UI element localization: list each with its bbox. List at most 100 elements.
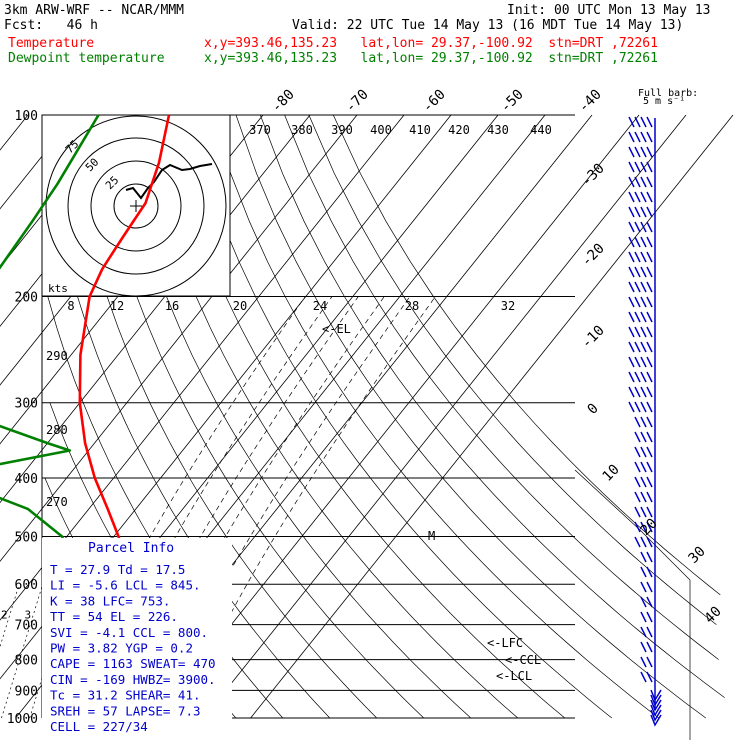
wind-barb-flag <box>640 386 647 398</box>
wind-barb-flag <box>640 551 647 563</box>
isotherm-side-label: -10 <box>579 323 608 352</box>
theta-label: 380 <box>291 123 313 137</box>
wind-barb-flag <box>646 356 653 368</box>
wind-barb-flag <box>628 386 635 398</box>
wind-barb-flag <box>646 176 653 188</box>
wind-barb-flag <box>640 401 647 413</box>
wind-barb-flag <box>646 206 653 218</box>
wind-barb-flag <box>646 386 653 398</box>
parcel-info-box: Parcel Info T = 27.9 Td = 17.5LI = -5.6 L… <box>42 538 232 734</box>
wind-barb-flag <box>628 146 635 158</box>
wind-barb-flag <box>640 281 647 293</box>
pressure-tick-label: 700 <box>15 619 38 634</box>
isotherm-top-label: -40 <box>576 87 605 116</box>
wind-barb-flag <box>634 356 641 368</box>
parcel-info-row: CAPE = 1163 SWEAT= 470 <box>50 656 216 671</box>
wind-barb-flag <box>646 161 653 173</box>
wind-barb-flag <box>640 566 647 578</box>
isotherm-top-label: -60 <box>420 87 449 116</box>
wind-barb <box>640 671 653 683</box>
wind-barb-flag <box>640 641 647 653</box>
wind-barb <box>628 131 653 143</box>
hodograph-axis-label: 20 <box>233 299 247 313</box>
wind-barb-flag <box>640 251 647 263</box>
wind-barb-flag <box>640 446 647 458</box>
wind-barb-flag <box>646 446 653 458</box>
isotherm-line <box>203 114 687 719</box>
wind-barb-flag <box>640 236 647 248</box>
wind-barb-flag <box>634 386 641 398</box>
theta-label: 390 <box>331 123 353 137</box>
wind-barb-flag <box>628 311 635 323</box>
wind-barb-flag <box>634 191 641 203</box>
theta-label: 410 <box>409 123 431 137</box>
wind-barb-flag <box>634 296 641 308</box>
wind-barb-flag <box>640 521 647 533</box>
wind-barb <box>634 416 653 428</box>
isotherm-line <box>156 114 640 719</box>
parcel-info-row: LI = -5.6 LCL = 845. <box>50 578 201 593</box>
wind-barb-flag <box>646 146 653 158</box>
isotherm-top-label: -50 <box>498 87 527 116</box>
dry-adiabat-line <box>211 114 660 719</box>
wind-barb-flag <box>634 281 641 293</box>
parcel-info-row: SVI = -4.1 CCL = 800. <box>50 625 208 640</box>
surface-wind-barb <box>650 709 662 722</box>
theta-label: 430 <box>487 123 509 137</box>
wind-barb-flag <box>628 371 635 383</box>
wind-barb-flag <box>640 116 647 128</box>
wind-barb-flag <box>628 236 635 248</box>
dry-adiabat-line <box>138 114 519 719</box>
mixing-ratio-label: 2 <box>1 609 8 622</box>
wind-barb <box>628 386 653 398</box>
wind-barb-flag <box>634 431 641 443</box>
dry-adiabat-line <box>284 114 719 660</box>
wedge-outline <box>574 469 691 740</box>
pressure-tick-label: 400 <box>15 472 38 487</box>
wind-barb-flag <box>628 356 635 368</box>
wind-barb <box>628 146 653 158</box>
wind-barb <box>634 536 653 548</box>
pressure-tick-label: 100 <box>15 109 38 124</box>
wind-barb-flag <box>628 266 635 278</box>
isotherm-side-label: 40 <box>702 604 725 627</box>
surface-wind-barb <box>650 689 662 702</box>
wind-barb-flag <box>640 416 647 428</box>
wind-barb-flag <box>646 296 653 308</box>
wind-barb-flag <box>634 221 641 233</box>
wind-barb <box>628 161 653 173</box>
wind-barb-flag <box>646 476 653 488</box>
wind-barb-flag <box>640 131 647 143</box>
parcel-info-row: TT = 54 EL = 226. <box>50 609 178 624</box>
wind-barb-flag <box>646 506 653 518</box>
mixing-ratio-line <box>0 584 20 648</box>
wind-barb-flag <box>646 131 653 143</box>
surface-wind-barb <box>650 714 662 727</box>
wind-barb-flag <box>634 491 641 503</box>
wind-barb-flag <box>646 311 653 323</box>
isotherm-side-label: 10 <box>600 462 623 485</box>
wind-barb <box>640 626 653 638</box>
wind-barb-flag <box>634 266 641 278</box>
wind-barb-flag <box>646 551 653 563</box>
wind-barb <box>634 461 653 473</box>
wind-barb-flag <box>628 206 635 218</box>
wind-barb-flag <box>640 491 647 503</box>
forecast-hour: Fcst: 46 h <box>4 18 98 33</box>
wind-barb-flag <box>646 116 653 128</box>
isotherm-top-label: -80 <box>269 87 298 116</box>
wind-barb-flag <box>640 506 647 518</box>
wind-barb-flag <box>628 326 635 338</box>
wind-barbs <box>628 116 662 727</box>
isotherm-line <box>250 114 734 719</box>
wind-barb <box>634 491 653 503</box>
wind-barb-flag <box>640 206 647 218</box>
parcel-info-row: Tc = 31.2 SHEAR= 41. <box>50 688 201 703</box>
pressure-tick-label: 600 <box>15 578 38 593</box>
hodograph-trace <box>125 163 213 200</box>
wind-barb-flag <box>640 176 647 188</box>
wind-barb-flag <box>628 251 635 263</box>
level-marker-label: <-EL <box>322 322 351 336</box>
barb-legend-units: 5 m s⁻¹ <box>643 96 685 107</box>
